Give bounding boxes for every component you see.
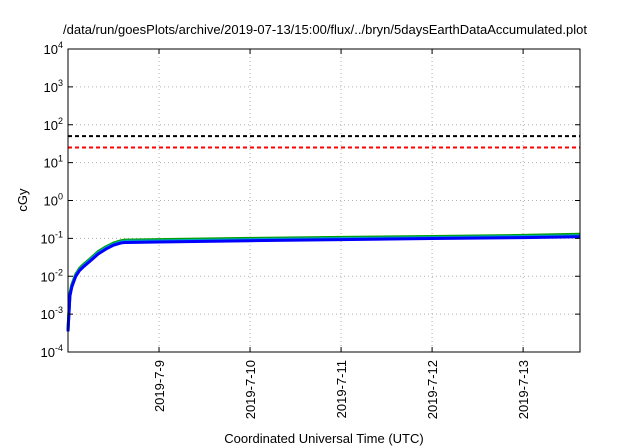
chart-title: /data/run/goesPlots/archive/2019-07-13/1… xyxy=(63,22,587,37)
series-line xyxy=(66,232,581,330)
y-tick-label: 10-1 xyxy=(41,229,63,246)
y-tick-exponent: -3 xyxy=(55,305,63,315)
y-tick-exponent: 0 xyxy=(58,192,63,202)
x-tick-label: 2019-7-12 xyxy=(425,360,440,419)
x-tick-label: 2019-7-9 xyxy=(152,360,167,412)
x-tick-label: 2019-7-11 xyxy=(334,360,349,418)
y-tick-exponent: 3 xyxy=(58,78,63,88)
series-line xyxy=(66,235,581,332)
y-tick-base: 10 xyxy=(41,231,55,246)
series-line xyxy=(66,234,581,331)
y-tick-exponent: 2 xyxy=(58,116,63,126)
y-tick-base: 10 xyxy=(41,307,55,322)
y-tick-exponent: -4 xyxy=(55,343,63,353)
y-tick-label: 103 xyxy=(44,78,63,95)
y-tick-label: 101 xyxy=(44,154,63,171)
reference-lines xyxy=(68,135,580,149)
y-tick-label: 102 xyxy=(44,116,63,133)
y-tick-base: 10 xyxy=(44,194,58,209)
y-tick-base: 10 xyxy=(44,42,58,57)
y-tick-label: 10-4 xyxy=(41,343,63,360)
y-tick-exponent: 4 xyxy=(58,40,63,50)
series-group xyxy=(66,232,581,332)
y-tick-label: 10-3 xyxy=(41,305,63,322)
y-tick-exponent: 1 xyxy=(58,154,63,164)
grid xyxy=(68,49,580,352)
y-tick-label: 104 xyxy=(44,40,63,57)
y-tick-base: 10 xyxy=(41,345,55,360)
y-tick-exponent: -2 xyxy=(55,267,63,277)
y-tick-exponent: -1 xyxy=(55,229,63,239)
y-tick-base: 10 xyxy=(44,80,58,95)
x-axis-ticks: 2019-7-9 2019-7-10 2019-7-11 2019-7-12 2019-… xyxy=(152,49,531,419)
y-tick-label: 100 xyxy=(44,192,63,209)
y-tick-base: 10 xyxy=(41,269,55,284)
y-tick-base: 10 xyxy=(44,118,58,133)
y-tick-label: 10-2 xyxy=(41,267,63,284)
x-axis-label: Coordinated Universal Time (UTC) xyxy=(224,431,423,446)
y-tick-base: 10 xyxy=(44,156,58,171)
x-tick-label: 2019-7-13 xyxy=(516,360,531,419)
y-axis-label: cGy xyxy=(15,188,30,212)
x-tick-label: 2019-7-10 xyxy=(243,360,258,419)
